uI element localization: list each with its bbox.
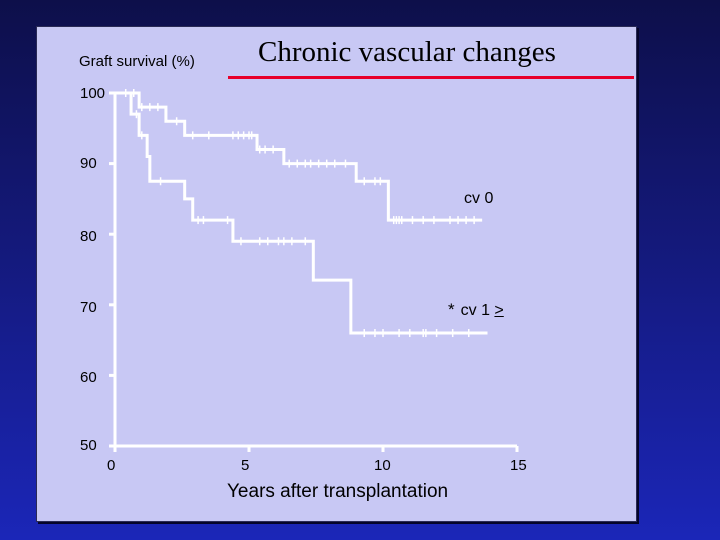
x-tick-label: 15 <box>510 457 527 474</box>
y-tick-label: 100 <box>80 85 106 102</box>
chart-title: Chronic vascular changes <box>258 36 556 68</box>
x-tick-label: 10 <box>374 457 391 474</box>
y-tick-label: 50 <box>80 437 97 454</box>
y-tick-label: 60 <box>80 369 97 386</box>
significance-asterisk: * <box>448 300 455 319</box>
x-axis-label: Years after transplantation <box>227 481 449 502</box>
greater-equal-symbol: > <box>494 302 504 319</box>
y-axis-label: Graft survival (%) <box>79 53 195 70</box>
x-tick-label: 5 <box>241 457 250 474</box>
km-step-line-cv0 <box>115 91 483 222</box>
chart-panel <box>36 26 637 522</box>
series-label-cv1-text: cv 1 <box>460 302 495 319</box>
y-tick-label: 70 <box>80 299 97 316</box>
km-step-line-cv1 <box>115 91 488 335</box>
x-tick-label: 0 <box>107 457 116 474</box>
series-label-cv1: * cv 1 > <box>448 300 504 320</box>
series-label-cv0: cv 0 <box>464 190 494 207</box>
title-underline <box>228 76 634 79</box>
y-tick-label: 80 <box>80 228 97 245</box>
y-tick-label: 90 <box>80 155 97 172</box>
